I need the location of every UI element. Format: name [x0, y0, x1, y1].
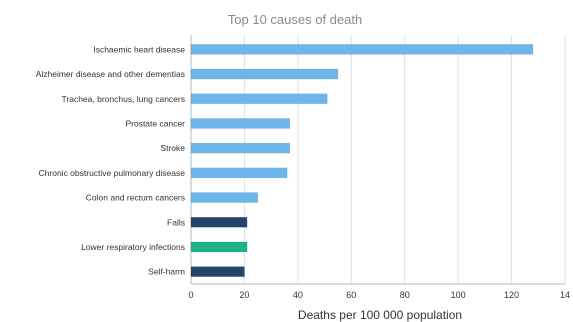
x-axis-title: Deaths per 100 000 population: [298, 308, 462, 322]
bar-8: [190, 216, 248, 228]
chart-title: Top 10 causes of death: [228, 12, 362, 27]
category-label: Ischaemic heart disease: [93, 44, 185, 54]
bar-10: [190, 266, 245, 277]
category-label: Prostate cancer: [125, 118, 185, 128]
category-label: Self-harm: [148, 267, 185, 277]
bar-5: [190, 142, 291, 154]
bars: [190, 44, 534, 277]
category-label: Stroke: [160, 143, 185, 153]
category-label: Colon and rectum cancers: [86, 193, 185, 203]
x-tick-label: 0: [188, 290, 193, 300]
category-labels: Ischaemic heart disease Alzheimer disease…: [36, 44, 186, 276]
category-label: Falls: [167, 217, 185, 227]
category-label: Lower respiratory infections: [81, 242, 185, 252]
x-tick-labels: 0 20 40 60 80 100 120 14: [188, 290, 570, 300]
bar-1: [190, 44, 534, 55]
x-tick-label: 40: [293, 290, 303, 300]
bar-4: [190, 118, 291, 129]
category-label: Chronic obstructive pulmonary disease: [39, 168, 186, 178]
x-tick-label: 14: [560, 290, 570, 300]
category-label: Alzheimer disease and other dementias: [36, 69, 185, 79]
x-tick-label: 120: [504, 290, 519, 300]
category-label: Trachea, bronchus, lung cancers: [62, 94, 185, 104]
x-tick-label: 80: [400, 290, 410, 300]
x-tick-label: 60: [346, 290, 356, 300]
x-tick-label: 100: [451, 290, 466, 300]
bar-9: [190, 241, 248, 253]
x-tick-label: 20: [239, 290, 249, 300]
bar-2: [190, 68, 339, 80]
bar-6: [190, 167, 288, 179]
bar-3: [190, 93, 328, 105]
bar-7: [190, 192, 259, 203]
